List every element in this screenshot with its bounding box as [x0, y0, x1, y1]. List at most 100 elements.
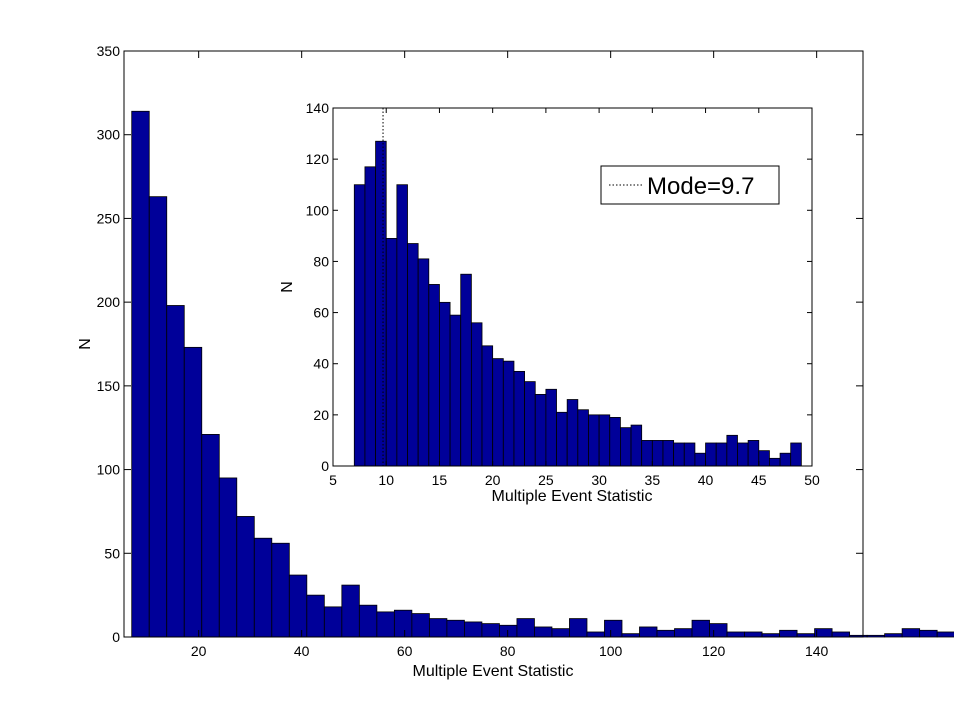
inset-bar-13 [492, 358, 504, 467]
main-bar-19 [464, 621, 483, 638]
main-bar-1 [148, 196, 168, 638]
inset-y-tick-label-5: 100 [306, 202, 330, 218]
inset-x-tick-label-0: 5 [329, 472, 337, 488]
main-bar-12 [341, 584, 360, 638]
inset-bar-26 [630, 424, 643, 467]
inset-bar-9 [449, 314, 462, 467]
main-y-tick-label-4: 200 [97, 294, 121, 310]
inset-bar-18 [545, 388, 557, 467]
main-bars [131, 110, 954, 638]
inset-bar-28 [651, 440, 664, 467]
inset-bar-8 [439, 301, 451, 467]
inset-bar-38 [758, 450, 770, 467]
main-y-tick-label-5: 250 [97, 210, 121, 226]
inset-x-tick-label-5: 30 [591, 472, 607, 488]
main-x-axis-label: Multiple Event Statistic [413, 663, 574, 680]
main-bar-14 [376, 611, 395, 638]
main-y-tick-label-0: 0 [112, 629, 120, 645]
main-bar-17 [428, 618, 448, 638]
inset-y-tick-label-7: 140 [306, 100, 330, 116]
inset-bar-41 [790, 442, 802, 467]
legend: Mode=9.7 [600, 165, 780, 205]
inset-bar-29 [662, 440, 675, 467]
main-bar-9 [288, 574, 308, 638]
inset-bars [353, 140, 802, 467]
main-bar-29 [639, 626, 658, 638]
inset-x-tick-label-6: 35 [645, 472, 661, 488]
inset-bar-4 [396, 184, 408, 467]
inset-x-tick-label-7: 40 [698, 472, 714, 488]
inset-bar-19 [556, 411, 568, 467]
main-y-tick-label-2: 100 [97, 462, 121, 478]
inset-bar-25 [620, 427, 632, 467]
inset-bar-7 [428, 284, 440, 467]
inset-x-tick-label-2: 15 [432, 472, 448, 488]
main-bar-30 [656, 629, 675, 638]
inset-bar-35 [726, 434, 738, 467]
inset-bar-27 [641, 440, 653, 467]
legend-entry-mode: Mode=9.7 [647, 173, 754, 200]
main-y-tick-label-6: 300 [97, 127, 121, 143]
inset-bar-14 [502, 360, 515, 467]
inset-x-axis-label: Multiple Event Statistic [492, 488, 653, 505]
inset-x-tick-label-1: 10 [378, 472, 394, 488]
main-bar-43 [884, 633, 903, 638]
inset-bar-20 [566, 399, 579, 467]
main-bar-20 [481, 623, 500, 638]
inset-y-tick-label-3: 60 [313, 305, 329, 321]
main-bar-0 [131, 110, 150, 638]
main-bar-26 [586, 631, 605, 638]
main-bar-24 [551, 628, 570, 638]
main-x-tick-label-1: 40 [294, 643, 310, 659]
main-y-tick-label-1: 50 [104, 545, 120, 561]
inset-y-tick-label-0: 0 [321, 458, 329, 474]
main-bar-46 [936, 631, 954, 638]
inset-x-tick-label-3: 20 [485, 472, 501, 488]
inset-bar-34 [715, 442, 728, 467]
inset-bar-6 [417, 258, 430, 467]
main-bar-11 [323, 606, 343, 638]
inset-bar-33 [705, 442, 717, 467]
inset-bar-10 [460, 273, 472, 467]
inset-bar-40 [779, 452, 792, 467]
main-bar-21 [499, 624, 518, 638]
main-bar-2 [166, 305, 185, 638]
main-bar-16 [411, 613, 430, 638]
inset-ticks: 5 10 15 20 25 30 35 40 45 50 0 20 40 60 80 100 120 140 [306, 100, 820, 488]
main-bar-25 [569, 618, 588, 638]
main-bar-31 [674, 628, 693, 638]
main-bar-23 [534, 626, 553, 638]
main-bar-33 [709, 623, 728, 638]
main-bar-15 [393, 609, 413, 638]
inset-bar-37 [747, 440, 760, 467]
inset-bar-0 [353, 184, 366, 467]
main-x-tick-label-5: 120 [702, 643, 726, 659]
main-bar-4 [201, 434, 220, 638]
inset-bar-3 [385, 238, 398, 467]
inset-x-tick-label-8: 45 [751, 472, 767, 488]
inset-y-tick-label-6: 120 [306, 151, 330, 167]
inset-bar-32 [694, 452, 706, 467]
main-bar-6 [236, 516, 255, 638]
main-bar-36 [761, 633, 780, 638]
main-bar-45 [919, 629, 938, 638]
main-bar-13 [358, 604, 378, 638]
inset-bar-17 [534, 393, 547, 467]
main-axes-box [123, 50, 864, 638]
inset-histogram: 5 10 15 20 25 30 35 40 45 50 0 20 40 60 80 100 120 140 Mu… [279, 100, 820, 505]
inset-bar-15 [513, 370, 526, 467]
inset-y-tick-label-4: 80 [313, 253, 329, 269]
main-x-tick-label-0: 20 [191, 643, 207, 659]
inset-bar-36 [737, 442, 749, 467]
main-bar-28 [621, 633, 640, 638]
main-x-tick-label-4: 100 [599, 643, 623, 659]
inset-bar-39 [769, 457, 781, 467]
main-bar-7 [253, 537, 273, 638]
inset-y-tick-label-1: 20 [313, 407, 329, 423]
main-y-axis-label: N [77, 338, 94, 350]
inset-bar-22 [588, 414, 600, 467]
inset-x-tick-label-4: 25 [538, 472, 554, 488]
main-bar-18 [446, 619, 465, 638]
main-bar-35 [744, 631, 763, 638]
